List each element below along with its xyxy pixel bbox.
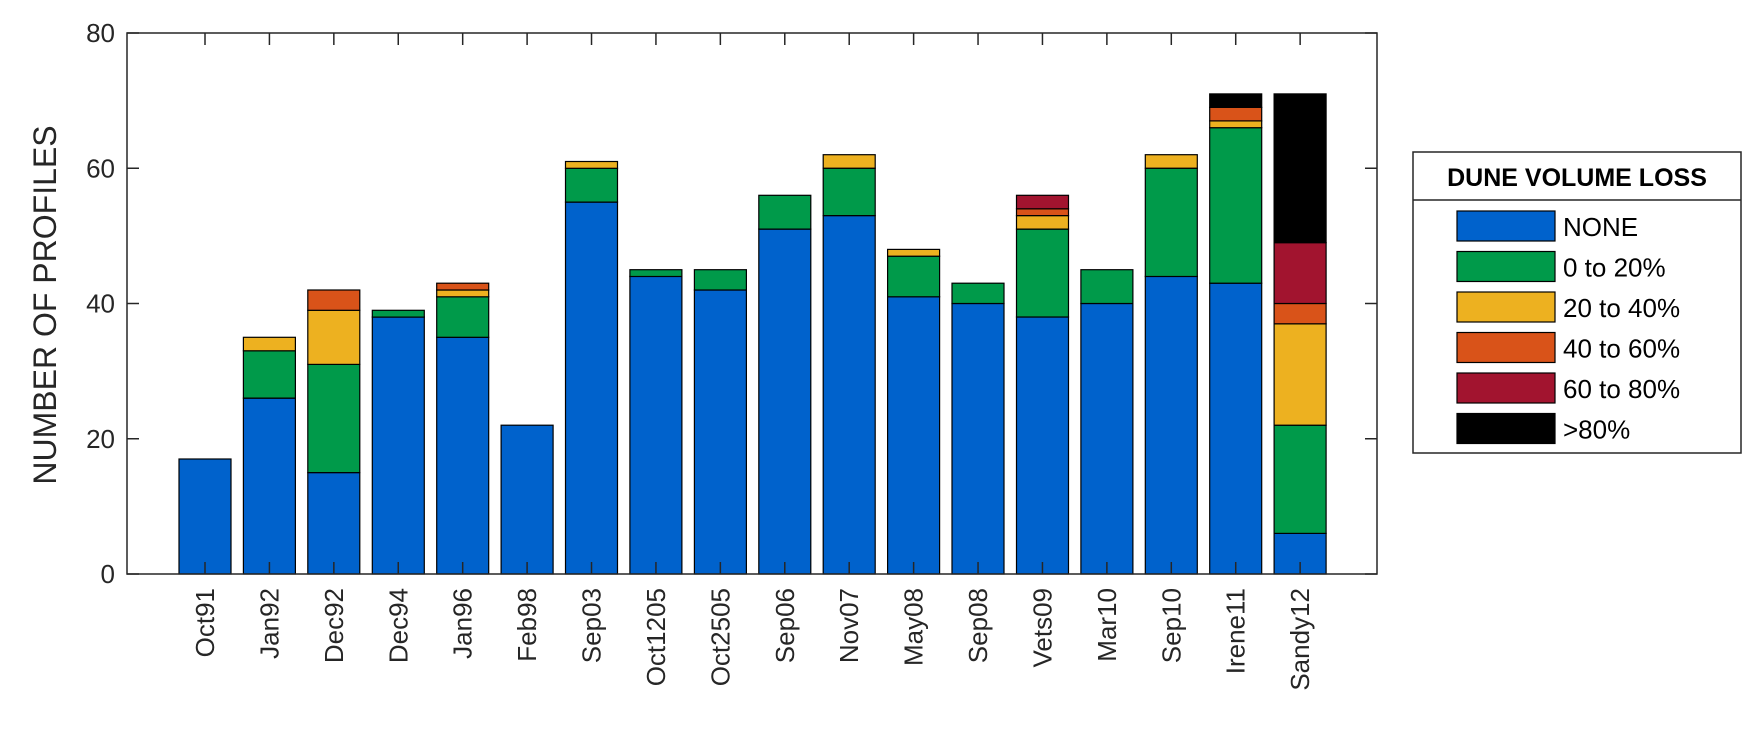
x-tick-label: Irene11: [1221, 588, 1251, 674]
bar-segment: [242, 336, 296, 352]
bar-segment: [1015, 215, 1070, 230]
bar-segment: [371, 309, 425, 318]
bar-segment: [629, 269, 683, 278]
x-tick-label: Oct1205: [641, 588, 671, 686]
bar-segment: [1015, 208, 1070, 217]
bar-segment: [822, 154, 876, 169]
bar-segment: [1209, 127, 1263, 284]
legend-swatch: [1456, 291, 1556, 323]
bar-segment: [1273, 323, 1327, 426]
x-tick-label: Jan96: [448, 588, 478, 659]
bar-segment: [1273, 242, 1327, 305]
bar-segment: [307, 363, 361, 474]
bar-segment: [822, 167, 876, 217]
legend-swatch: [1456, 372, 1556, 404]
bar-segment: [564, 167, 619, 203]
bar-segment: [436, 336, 490, 575]
legend-label: 20 to 40%: [1563, 293, 1680, 323]
legend-swatch: [1456, 250, 1556, 283]
y-tick-label: 40: [86, 289, 115, 319]
bar-segment: [307, 289, 361, 311]
x-tick-label: Nov07: [834, 588, 864, 663]
bar-segment: [758, 228, 812, 575]
legend: DUNE VOLUME LOSS NONE 0 to 20% 20 to 40% 40…: [1412, 151, 1742, 454]
x-tick-label: May08: [899, 588, 929, 666]
legend-swatch: [1456, 331, 1556, 364]
bar-segment: [564, 201, 619, 575]
x-tick-label: Mar10: [1092, 588, 1122, 662]
x-tick-label: Dec94: [383, 588, 413, 663]
x-tick-label: Feb98: [512, 588, 542, 662]
bar-segment: [1144, 154, 1198, 169]
x-tick-label: Oct91: [190, 588, 220, 657]
bar-segment: [1273, 93, 1327, 244]
bar-segment: [1144, 275, 1198, 575]
x-tick-label: Sep06: [770, 588, 800, 663]
bar-segment: [1209, 106, 1263, 122]
x-tick-label: Sep10: [1156, 588, 1186, 663]
bar-segment: [1015, 194, 1070, 210]
bar-segment: [693, 289, 748, 575]
x-tick-label: Sandy12: [1285, 588, 1315, 691]
bar-segment: [436, 296, 490, 338]
x-tick-label: Sep03: [577, 588, 607, 663]
bar-segment: [951, 302, 1005, 575]
y-tick-label: 60: [86, 153, 115, 183]
legend-label: NONE: [1563, 212, 1638, 242]
bar-segment: [1209, 93, 1263, 109]
legend-swatch: [1456, 412, 1556, 445]
legend-label: 0 to 20%: [1563, 253, 1666, 283]
bar-segment: [242, 397, 296, 575]
bar-segment: [1015, 228, 1070, 318]
bar-segment: [822, 215, 876, 575]
bar-segment: [886, 248, 941, 257]
y-axis-title: NUMBER OF PROFILES: [27, 125, 63, 484]
x-tick-label: Sep08: [963, 588, 993, 663]
bar-segment: [1080, 269, 1134, 305]
legend-label: 40 to 60%: [1563, 334, 1680, 364]
y-tick-label: 20: [86, 424, 115, 454]
bar-segment: [178, 458, 232, 575]
bar-segment: [1209, 282, 1263, 575]
bar-segment: [886, 296, 941, 575]
x-tick-label: Vets09: [1027, 588, 1057, 668]
legend-label: >80%: [1563, 415, 1630, 445]
y-tick-label: 0: [101, 559, 115, 589]
axes-group: 0 20 40 60 80 Oct91 Jan92 Dec92 Dec94 Jan96 Feb98 S…: [86, 18, 1378, 691]
bar-segment: [1209, 120, 1263, 129]
legend-items: NONE 0 to 20% 20 to 40% 40 to 60% 60 to 80% >…: [1456, 210, 1680, 445]
bar-segment: [500, 424, 554, 575]
x-tick-label: Dec92: [319, 588, 349, 663]
bar-segment: [1015, 316, 1070, 575]
x-tick-label: Oct2505: [705, 588, 735, 686]
legend-label: 60 to 80%: [1563, 374, 1680, 404]
bar-segment: [307, 472, 361, 575]
bar-segment: [1080, 302, 1134, 575]
bar-segment: [629, 275, 683, 575]
bar-segment: [693, 269, 748, 291]
bar-segment: [758, 194, 812, 230]
x-tick-label: Jan92: [254, 588, 284, 659]
y-tick-label: 80: [86, 18, 115, 48]
bar-segment: [371, 316, 425, 575]
bars-group: [178, 93, 1327, 575]
bar-segment: [1144, 167, 1198, 278]
legend-title: DUNE VOLUME LOSS: [1447, 164, 1707, 192]
bar-segment: [564, 160, 619, 169]
legend-swatch: [1456, 210, 1556, 242]
bar-segment: [436, 282, 490, 291]
bar-segment: [1273, 424, 1327, 535]
bar-segment: [436, 289, 490, 298]
bar-segment: [886, 255, 941, 298]
bar-segment: [1273, 302, 1327, 325]
bar-segment: [307, 309, 361, 365]
bar-segment: [242, 350, 296, 399]
bar-segment: [951, 282, 1005, 305]
